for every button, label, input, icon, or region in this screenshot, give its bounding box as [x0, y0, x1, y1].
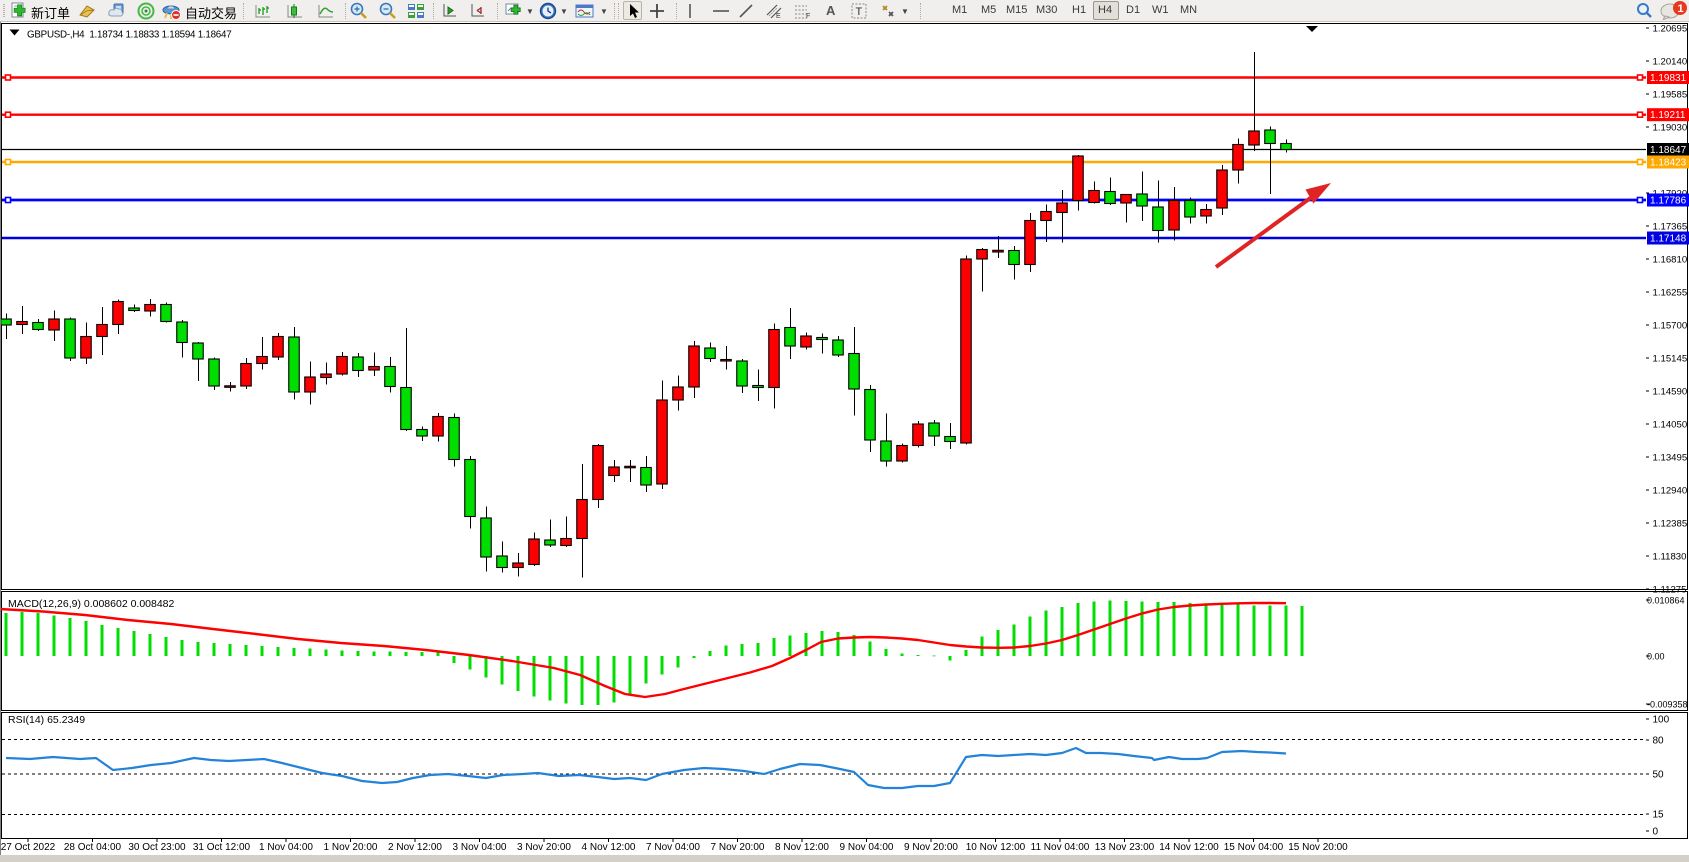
- svg-text:27 Oct 2022: 27 Oct 2022: [1, 842, 56, 853]
- svg-text:F: F: [806, 13, 810, 19]
- svg-text:1 Nov 20:00: 1 Nov 20:00: [324, 842, 378, 853]
- svg-text:1.14590: 1.14590: [1653, 387, 1688, 398]
- svg-text:4 Nov 12:00: 4 Nov 12:00: [582, 842, 636, 853]
- svg-text:30 Oct 23:00: 30 Oct 23:00: [128, 842, 186, 853]
- svg-text:1.18423: 1.18423: [1650, 158, 1687, 169]
- svg-text:3 Nov 20:00: 3 Nov 20:00: [517, 842, 571, 853]
- svg-text:MACD(12,26,9) 0.008602 0.00848: MACD(12,26,9) 0.008602 0.008482: [8, 598, 175, 610]
- svg-text:1 Nov 04:00: 1 Nov 04:00: [259, 842, 313, 853]
- svg-text:100: 100: [1653, 715, 1670, 726]
- svg-text:7 Nov 20:00: 7 Nov 20:00: [711, 842, 765, 853]
- svg-text:31 Oct 12:00: 31 Oct 12:00: [193, 842, 251, 853]
- svg-text:2 Nov 12:00: 2 Nov 12:00: [388, 842, 442, 853]
- svg-text:9 Nov 20:00: 9 Nov 20:00: [904, 842, 958, 853]
- svg-text:50: 50: [1653, 770, 1665, 781]
- svg-text:1.12940: 1.12940: [1653, 486, 1688, 497]
- svg-text:1.11830: 1.11830: [1653, 552, 1687, 563]
- svg-text:1: 1: [1678, 3, 1684, 15]
- svg-text:1.14050: 1.14050: [1653, 420, 1688, 431]
- svg-text:28 Oct 04:00: 28 Oct 04:00: [64, 842, 122, 853]
- svg-text:1.19831: 1.19831: [1650, 73, 1687, 84]
- svg-text:1.18647: 1.18647: [1650, 145, 1687, 156]
- svg-text:14 Nov 12:00: 14 Nov 12:00: [1159, 842, 1219, 853]
- svg-text:1.17786: 1.17786: [1650, 196, 1687, 207]
- svg-text:0.010864: 0.010864: [1647, 596, 1685, 606]
- svg-text:15 Nov 04:00: 15 Nov 04:00: [1224, 842, 1284, 853]
- svg-text:0.00: 0.00: [1647, 652, 1665, 662]
- svg-text:15: 15: [1653, 810, 1665, 821]
- svg-text:1.19585: 1.19585: [1653, 90, 1688, 101]
- svg-text:3 Nov 04:00: 3 Nov 04:00: [453, 842, 507, 853]
- svg-text:11 Nov 04:00: 11 Nov 04:00: [1031, 842, 1090, 853]
- svg-text:8 Nov 12:00: 8 Nov 12:00: [775, 842, 829, 853]
- svg-text:1.17365: 1.17365: [1653, 222, 1688, 233]
- svg-text:1.19211: 1.19211: [1650, 110, 1686, 121]
- svg-text:T: T: [856, 6, 863, 18]
- svg-text:-0.009358: -0.009358: [1647, 700, 1688, 710]
- svg-text:1.20140: 1.20140: [1653, 57, 1688, 68]
- svg-text:0: 0: [1653, 827, 1659, 838]
- svg-text:1.19030: 1.19030: [1653, 123, 1688, 134]
- svg-text:1.11275: 1.11275: [1653, 585, 1687, 596]
- svg-text:1.15145: 1.15145: [1653, 354, 1688, 365]
- svg-text:1.20695: 1.20695: [1653, 24, 1688, 35]
- svg-text:7 Nov 04:00: 7 Nov 04:00: [646, 842, 700, 853]
- svg-text:13 Nov 23:00: 13 Nov 23:00: [1095, 842, 1155, 853]
- svg-text:1.16810: 1.16810: [1653, 255, 1688, 266]
- svg-text:1.15700: 1.15700: [1653, 321, 1688, 332]
- svg-text:E: E: [776, 13, 781, 19]
- svg-text:GBPUSD-,H4 1.18734 1.18833 1.: GBPUSD-,H4 1.18734 1.18833 1.18594 1.186…: [27, 30, 231, 41]
- svg-text:10 Nov 12:00: 10 Nov 12:00: [966, 842, 1026, 853]
- svg-text:15 Nov 20:00: 15 Nov 20:00: [1288, 842, 1348, 853]
- svg-text:1.13495: 1.13495: [1653, 453, 1688, 464]
- svg-text:1.17148: 1.17148: [1650, 234, 1687, 245]
- svg-text:1.16255: 1.16255: [1653, 288, 1688, 299]
- svg-text:1.12385: 1.12385: [1653, 519, 1688, 530]
- svg-text:80: 80: [1653, 736, 1665, 747]
- svg-text:RSI(14) 65.2349: RSI(14) 65.2349: [8, 714, 85, 726]
- svg-text:9 Nov 04:00: 9 Nov 04:00: [840, 842, 894, 853]
